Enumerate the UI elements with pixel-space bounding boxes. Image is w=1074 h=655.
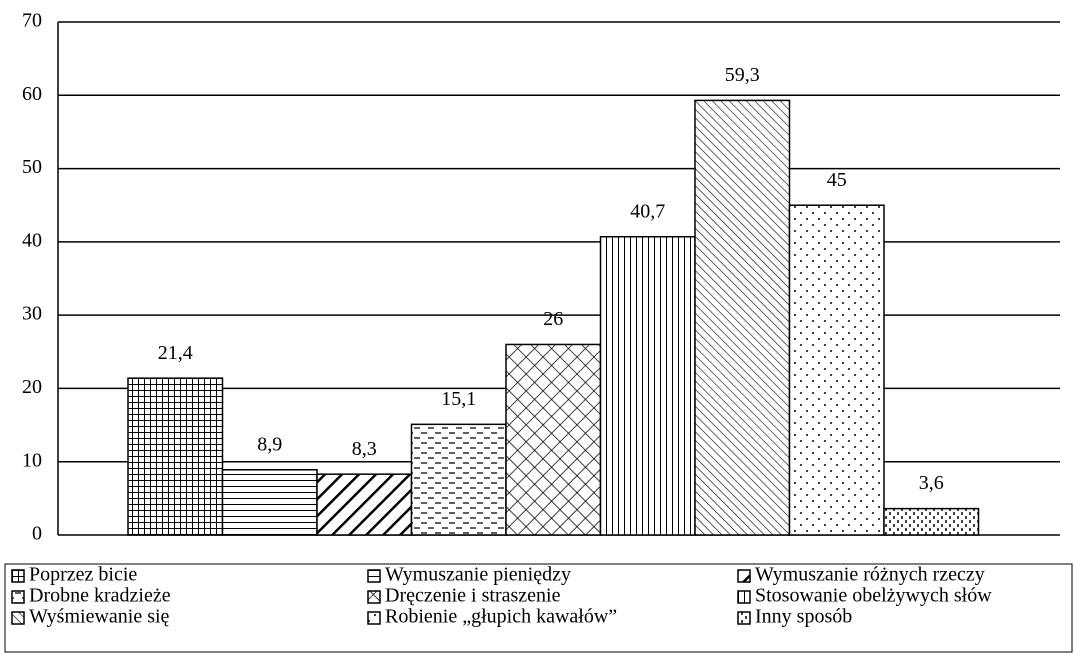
legend-swatch	[11, 590, 25, 604]
y-tick-label: 30	[22, 303, 42, 325]
y-tick-label: 20	[22, 376, 42, 398]
legend-label: Stosowanie obelżywych słów	[755, 585, 992, 607]
bar	[883, 507, 980, 536]
legend-label: Wyśmiewanie się	[29, 606, 170, 628]
bar	[127, 377, 224, 536]
legend-label: Dręczenie i straszenie	[385, 585, 561, 607]
legend-label: Wymuszanie pieniędzy	[385, 564, 571, 586]
legend-swatch	[737, 590, 751, 604]
legend-swatch	[11, 569, 25, 583]
legend: Poprzez bicie Wymuszanie pieniędzy Wymusza…	[11, 564, 992, 628]
legend-label: Robienie „głupich kawałów”	[385, 606, 617, 628]
y-tick-label: 0	[32, 523, 42, 545]
y-tick-label: 10	[22, 449, 42, 471]
bar	[410, 423, 507, 536]
data-label: 45	[827, 169, 847, 191]
legend-label: Drobne kradzieże	[29, 585, 171, 607]
y-tick-label: 50	[22, 156, 42, 178]
legend-label: Wymuszanie różnych rzeczy	[755, 564, 985, 586]
bar	[221, 469, 318, 536]
y-tick-label: 60	[22, 83, 42, 105]
y-tick-label: 70	[22, 10, 42, 32]
data-label: 40,7	[630, 200, 665, 222]
legend-label: Poprzez bicie	[29, 564, 137, 586]
legend-swatch	[11, 611, 25, 625]
legend-swatch	[367, 611, 381, 625]
bar	[316, 473, 413, 536]
bar	[599, 235, 696, 536]
data-label: 8,9	[257, 433, 282, 455]
y-tick-label: 40	[22, 229, 42, 251]
bar	[788, 204, 885, 536]
legend-swatch	[367, 569, 381, 583]
data-label: 8,3	[352, 438, 377, 460]
plot-area: 0 10 20 30 40 50 60 70 21,4 8,9 8,3 15,1 26 40,7 59,3 4…	[22, 10, 1060, 545]
legend-box	[4, 563, 1073, 653]
legend-swatch	[737, 611, 751, 625]
data-label: 59,3	[725, 64, 760, 86]
legend-swatch	[737, 569, 751, 583]
legend-swatch	[367, 590, 381, 604]
data-label: 15,1	[441, 388, 476, 410]
bar	[694, 99, 791, 536]
bar	[505, 343, 602, 536]
data-label: 21,4	[158, 342, 193, 364]
data-label: 26	[543, 308, 563, 330]
legend-label: Inny sposób	[755, 606, 852, 628]
data-label: 3,6	[919, 472, 944, 494]
